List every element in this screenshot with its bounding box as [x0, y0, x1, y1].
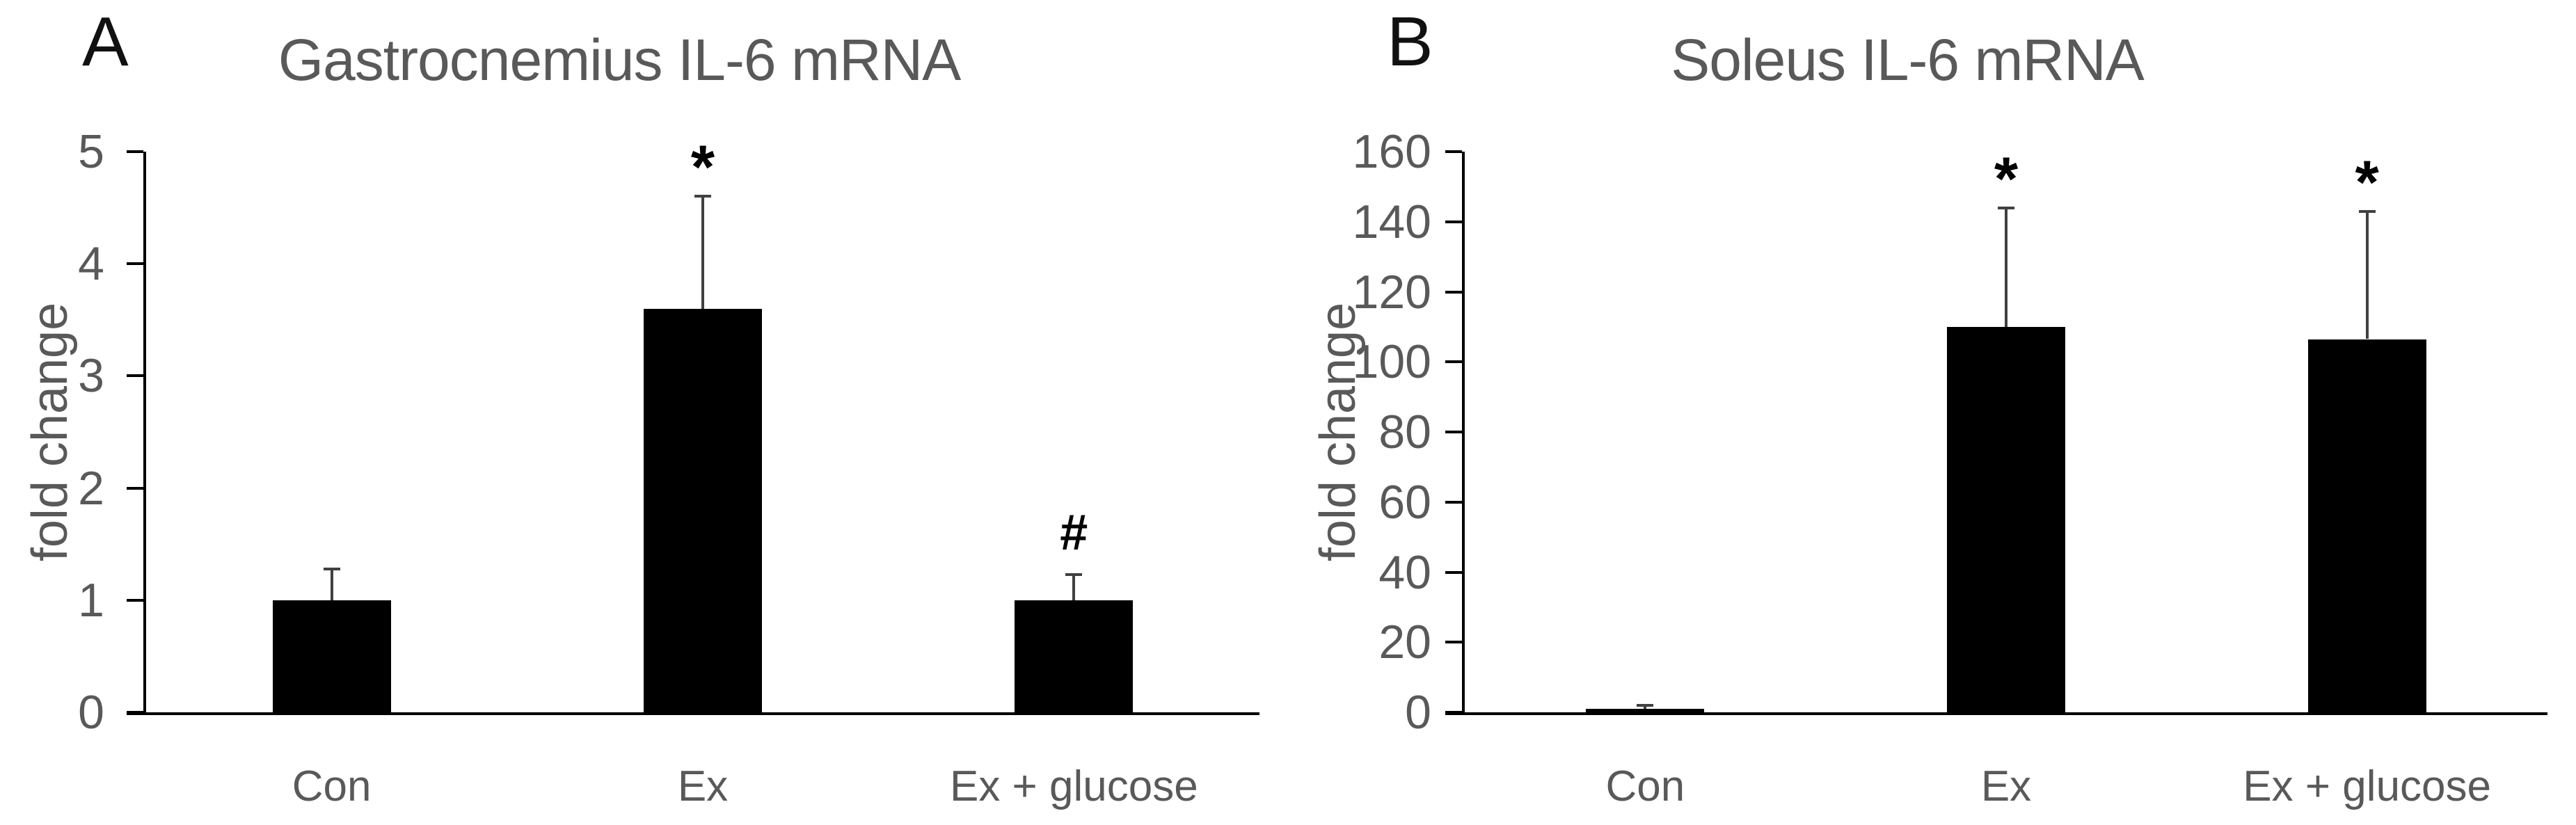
bar-con — [1586, 708, 1705, 712]
error-bar-cap-ex — [1998, 206, 2014, 209]
x-tick-label-ex: Ex — [677, 762, 729, 810]
y-tick-mark — [1445, 220, 1462, 223]
y-tick-label: 100 — [1352, 335, 1431, 389]
panel-a-label: A — [82, 3, 129, 81]
error-bar-line-ex-glucose — [1072, 574, 1076, 600]
x-tick-label-ex-glucose: Ex + glucose — [949, 762, 1198, 810]
y-tick-mark — [127, 598, 143, 602]
y-tick-label: 20 — [1378, 616, 1431, 669]
y-tick-mark — [1445, 150, 1462, 153]
y-tick-mark — [127, 711, 143, 714]
error-bar-line-ex — [701, 196, 704, 309]
panel-b: B Soleus IL-6 mRNA fold change 0 20 40 60 80… — [1288, 0, 2576, 825]
error-bar-line-con — [330, 568, 333, 600]
bar-con — [272, 600, 391, 712]
y-tick-label: 120 — [1352, 265, 1431, 319]
y-tick-label: 1 — [78, 573, 104, 627]
x-tick-label-con: Con — [1605, 762, 1685, 810]
y-tick-mark — [1445, 641, 1462, 644]
x-axis-line — [1445, 712, 2547, 715]
y-tick-label: 5 — [78, 125, 104, 178]
y-tick-mark — [127, 262, 143, 266]
x-axis-line — [127, 712, 1259, 715]
error-bar-cap-con — [1637, 703, 1654, 707]
y-tick-label: 4 — [78, 237, 104, 291]
y-tick-label: 3 — [78, 349, 104, 403]
error-bar-cap-ex — [694, 195, 711, 198]
y-tick-mark — [1445, 360, 1462, 364]
x-tick-label-con: Con — [292, 762, 372, 810]
panel-b-plot-area: 0 20 40 60 80 100 120 140 160 Con * Ex * Ex + glucose — [1288, 0, 2576, 825]
significance-marker-ex-glucose: # — [1060, 504, 1088, 561]
y-tick-label: 40 — [1378, 545, 1431, 599]
bar-ex-glucose — [1015, 600, 1134, 712]
error-bar-cap-ex-glucose — [1065, 572, 1083, 576]
error-bar-cap-con — [323, 567, 340, 570]
panel-b-label: B — [1387, 3, 1433, 81]
panel-a-plot-area: 0 1 2 3 4 5 Con * Ex # Ex + glucose — [78, 125, 1259, 810]
bar-ex — [1947, 326, 2065, 712]
y-tick-label: 80 — [1378, 406, 1431, 458]
y-tick-label: 60 — [1378, 475, 1431, 529]
significance-marker-ex: * — [690, 132, 715, 202]
y-tick-mark — [1445, 570, 1462, 574]
y-tick-label: 160 — [1352, 125, 1431, 178]
y-tick-label: 0 — [1405, 686, 1431, 739]
error-bar-cap-ex-glucose — [2358, 209, 2376, 213]
bar-ex-glucose — [2307, 339, 2426, 712]
y-tick-mark — [127, 150, 143, 153]
y-tick-label: 2 — [78, 461, 104, 515]
y-tick-mark — [1445, 500, 1462, 504]
y-tick-mark — [1445, 290, 1462, 294]
x-tick-label-ex: Ex — [1980, 762, 2032, 810]
y-tick-mark — [127, 486, 143, 490]
bar-ex — [644, 308, 762, 712]
error-bar-line-con — [1644, 705, 1647, 709]
y-tick-label: 140 — [1352, 195, 1431, 248]
y-axis-line — [1462, 152, 1465, 715]
y-tick-mark — [127, 374, 143, 378]
error-bar-line-ex-glucose — [2365, 211, 2369, 339]
y-tick-label: 0 — [78, 686, 104, 739]
x-tick-label-ex-glucose: Ex + glucose — [2243, 762, 2492, 810]
panel-a-title: Gastrocnemius IL-6 mRNA — [278, 27, 962, 93]
y-tick-mark — [1445, 711, 1462, 714]
significance-marker-ex-glucose: * — [2355, 147, 2379, 216]
y-axis-line — [143, 152, 146, 715]
panel-b-title: Soleus IL-6 mRNA — [1671, 27, 2145, 93]
error-bar-line-ex — [2005, 207, 2007, 327]
significance-marker-ex: * — [1994, 143, 2019, 213]
y-tick-mark — [1445, 431, 1462, 433]
